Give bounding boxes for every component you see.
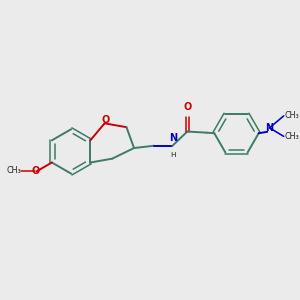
Text: O: O: [102, 115, 110, 125]
Text: N: N: [169, 133, 177, 143]
Text: CH₃: CH₃: [6, 166, 21, 175]
Text: CH₃: CH₃: [284, 132, 299, 141]
Text: O: O: [183, 103, 191, 112]
Text: N: N: [266, 123, 274, 133]
Text: H: H: [170, 152, 176, 158]
Text: CH₃: CH₃: [284, 111, 299, 120]
Text: O: O: [31, 166, 40, 176]
